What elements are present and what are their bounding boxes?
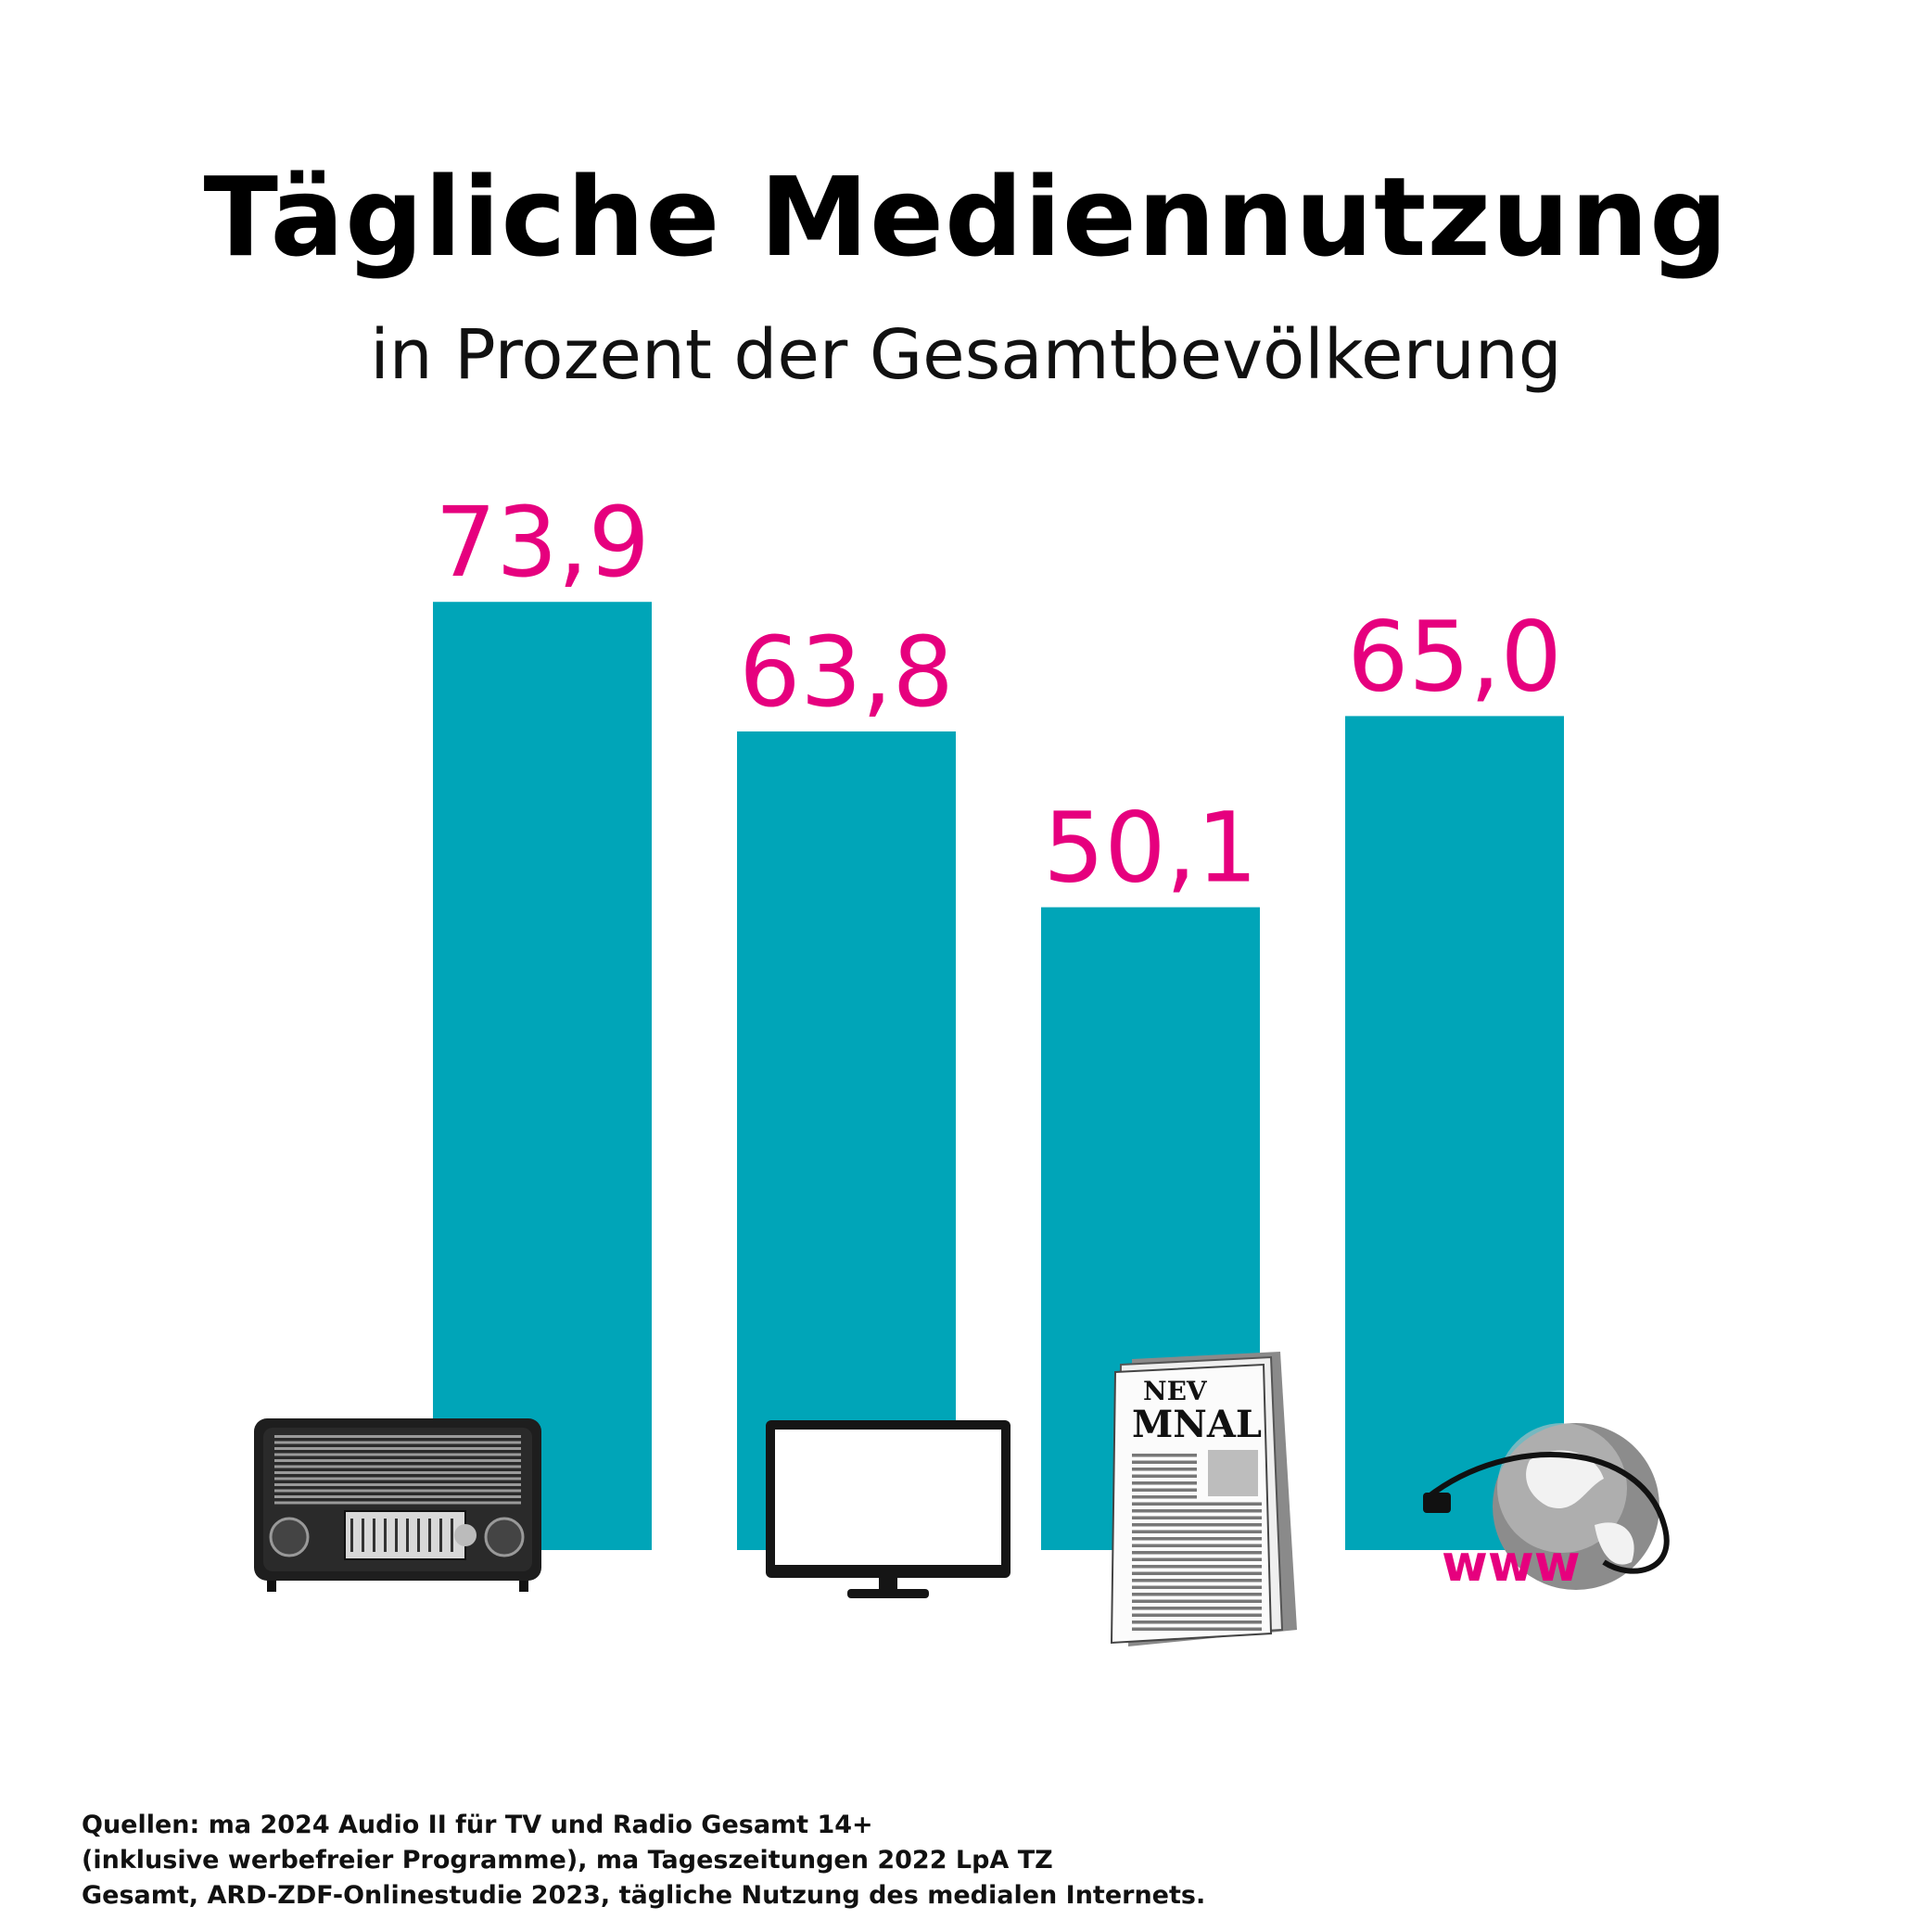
newspaper-text-lines (1132, 1454, 1262, 1631)
globe-www-text: www (1442, 1534, 1581, 1593)
value-label-4: 65,0 (1347, 600, 1562, 713)
newspaper-text-2: MNAL (1132, 1403, 1262, 1446)
value-label-1: 73,9 (435, 486, 650, 599)
sources-line-2: (inklusive werbefreier Programme), ma Ta… (82, 1846, 1053, 1875)
chart-title: Tägliche Mediennutzung (203, 153, 1729, 281)
sources-line-1: Quellen: ma 2024 Audio II für TV und Rad… (82, 1811, 873, 1839)
newspaper-text-1: NEV (1143, 1376, 1208, 1406)
bar-1 (433, 602, 652, 1550)
bar-4 (1345, 716, 1564, 1550)
value-label-3: 50,1 (1043, 792, 1258, 905)
bar-2 (737, 731, 956, 1550)
sources-line-3: Gesamt, ARD-ZDF-Onlinestudie 2023, tägli… (82, 1881, 1206, 1910)
radio-dial (350, 1519, 453, 1552)
newspaper-icon: NEV MNAL (1110, 1352, 1297, 1646)
sources-note: Quellen: ma 2024 Audio II für TV und Rad… (82, 1808, 1472, 1913)
bars-group (433, 602, 1564, 1550)
value-label-2: 63,8 (739, 616, 954, 729)
tv-icon (766, 1420, 1010, 1598)
value-labels-group: 73,9 63,8 50,1 65,0 (435, 486, 1562, 904)
globe-icon: www (1423, 1423, 1670, 1593)
radio-icon (254, 1418, 541, 1592)
chart-subtitle: in Prozent der Gesamtbevölkerung (370, 315, 1562, 395)
radio-grille (274, 1435, 521, 1505)
